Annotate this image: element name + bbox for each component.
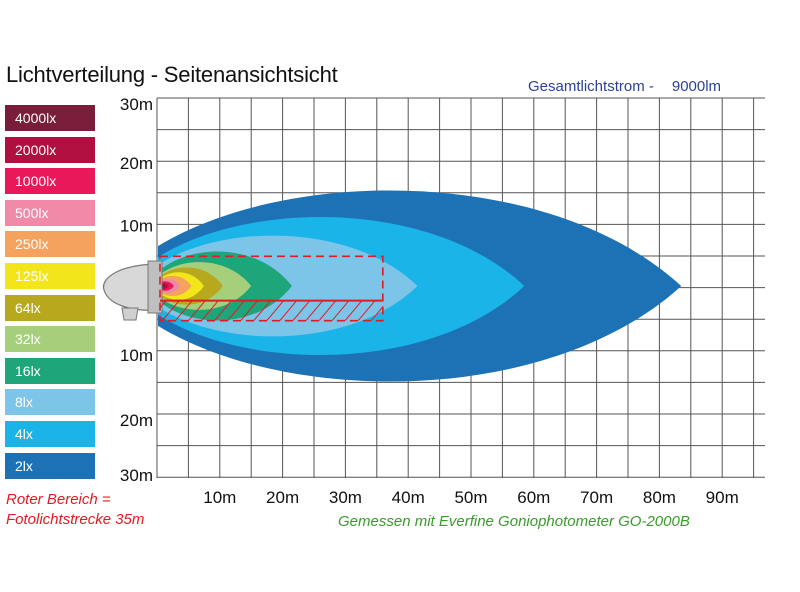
- total-value: 9000lm: [671, 78, 722, 95]
- photo-zone-outline: [159, 255, 384, 322]
- photo-zone: [159, 255, 384, 322]
- legend-item-4000lx: 4000lx: [5, 105, 95, 131]
- red-zone-note-line2: Fotolichtstrecke 35m: [6, 511, 145, 528]
- lamp-icon: [102, 260, 163, 321]
- x-tick-label: 80m: [643, 488, 676, 507]
- x-tick-label: 10m: [203, 488, 236, 507]
- x-tick-label: 40m: [392, 488, 425, 507]
- x-tick-label: 30m: [329, 488, 362, 507]
- y-tick-label: 20m: [120, 411, 153, 430]
- legend: 4000lx 2000lx 1000lx 500lx 250lx 125lx 6…: [5, 105, 95, 484]
- y-tick-label: 10m: [120, 216, 153, 235]
- legend-item-64lx: 64lx: [5, 294, 95, 321]
- legend-item-8lx: 8lx: [5, 389, 95, 416]
- legend-item-125lx: 125lx: [5, 262, 95, 289]
- x-tick-label: 50m: [454, 488, 487, 507]
- y-axis-ticks: 30m 20m 10m 10m 20m 30m: [120, 95, 153, 485]
- legend-item-500lx: 500lx: [5, 199, 95, 226]
- x-tick-label: 60m: [517, 488, 550, 507]
- legend-item-2000lx: 2000lx: [5, 136, 95, 163]
- chart-title: Lichtverteilung - Seitenansichtsicht: [6, 62, 338, 87]
- lamp-housing: [102, 263, 161, 311]
- total-luminous-flux: Gesamtlichtstrom - 9000lm: [528, 78, 721, 95]
- legend-item-4lx: 4lx: [5, 420, 95, 447]
- y-tick-label: 10m: [120, 346, 153, 365]
- legend-item-1000lx: 1000lx: [5, 168, 95, 195]
- x-tick-label: 90m: [706, 488, 739, 507]
- x-axis-ticks: 10m 20m 30m 40m 50m 60m 70m 80m 90m: [203, 488, 738, 507]
- lamp-mount: [121, 307, 139, 321]
- total-label: Gesamtlichtstrom -: [528, 78, 654, 95]
- measurement-note: Gemessen mit Everfine Goniophotometer GO…: [338, 513, 690, 530]
- isolux-zones: [158, 190, 682, 382]
- y-tick-label: 30m: [120, 466, 153, 485]
- x-tick-label: 70m: [580, 488, 613, 507]
- red-zone-note: Roter Bereich = Fotolichtstrecke 35m: [6, 490, 144, 530]
- legend-item-2lx: 2lx: [5, 452, 95, 479]
- x-tick-label: 20m: [266, 488, 299, 507]
- legend-item-16lx: 16lx: [5, 357, 95, 384]
- photo-zone-hatch: [160, 300, 383, 321]
- red-zone-note-line1: Roter Bereich =: [6, 491, 111, 508]
- legend-item-32lx: 32lx: [5, 326, 95, 353]
- y-tick-label: 30m: [120, 95, 153, 114]
- legend-item-250lx: 250lx: [5, 231, 95, 258]
- y-tick-label: 20m: [120, 154, 153, 173]
